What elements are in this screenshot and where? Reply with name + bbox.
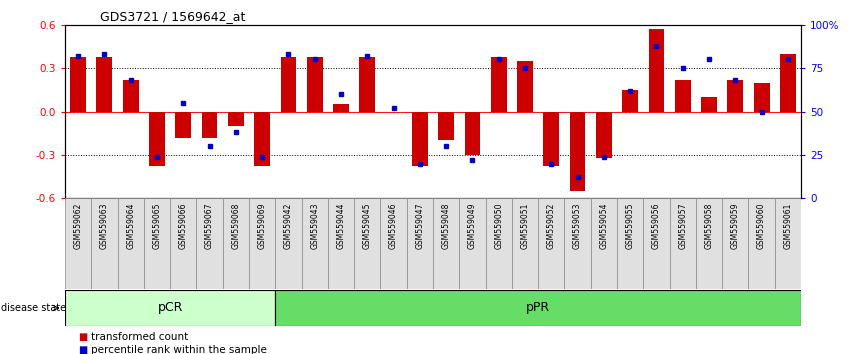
Text: GSM559054: GSM559054: [599, 203, 609, 249]
Bar: [459, 198, 486, 289]
Bar: [517, 61, 533, 112]
Text: GSM559043: GSM559043: [310, 203, 320, 249]
Text: GSM559046: GSM559046: [389, 203, 398, 249]
Text: GSM559045: GSM559045: [363, 203, 372, 249]
Bar: [223, 198, 249, 289]
Bar: [175, 112, 191, 137]
Bar: [775, 198, 801, 289]
Bar: [301, 198, 328, 289]
Text: GSM559051: GSM559051: [520, 203, 529, 249]
Bar: [333, 104, 349, 112]
Text: GSM559063: GSM559063: [100, 203, 109, 249]
Bar: [96, 57, 113, 112]
Bar: [491, 57, 507, 112]
Bar: [65, 198, 91, 289]
Text: GSM559059: GSM559059: [731, 203, 740, 249]
Text: transformed count: transformed count: [91, 332, 188, 342]
Bar: [275, 290, 801, 326]
Text: percentile rank within the sample: percentile rank within the sample: [91, 345, 267, 354]
Bar: [512, 198, 538, 289]
Bar: [228, 112, 243, 126]
Bar: [249, 198, 275, 289]
Text: ■: ■: [78, 332, 87, 342]
Text: GSM559055: GSM559055: [625, 203, 635, 249]
Text: pCR: pCR: [158, 302, 183, 314]
Bar: [464, 112, 481, 155]
Bar: [197, 198, 223, 289]
Bar: [275, 198, 301, 289]
Bar: [118, 198, 144, 289]
Bar: [307, 57, 322, 112]
Bar: [486, 198, 512, 289]
Bar: [202, 112, 217, 137]
Bar: [722, 198, 748, 289]
Bar: [328, 198, 354, 289]
Bar: [570, 112, 585, 191]
Bar: [780, 54, 796, 112]
Bar: [544, 112, 559, 166]
Text: GSM559062: GSM559062: [74, 203, 82, 249]
Text: GSM559050: GSM559050: [494, 203, 503, 249]
Bar: [727, 80, 743, 112]
Text: GSM559052: GSM559052: [546, 203, 556, 249]
Text: GSM559058: GSM559058: [705, 203, 714, 249]
Bar: [433, 198, 459, 289]
Bar: [438, 112, 454, 141]
Bar: [70, 57, 86, 112]
Bar: [65, 290, 275, 326]
Text: GSM559056: GSM559056: [652, 203, 661, 249]
Bar: [565, 198, 591, 289]
Bar: [359, 57, 375, 112]
Text: GSM559042: GSM559042: [284, 203, 293, 249]
Text: pPR: pPR: [526, 302, 550, 314]
Text: GSM559060: GSM559060: [757, 203, 766, 249]
Bar: [669, 198, 696, 289]
Text: GSM559047: GSM559047: [416, 203, 424, 249]
Bar: [281, 57, 296, 112]
Bar: [591, 198, 617, 289]
Bar: [123, 80, 139, 112]
Text: ■: ■: [78, 345, 87, 354]
Text: GSM559068: GSM559068: [231, 203, 241, 249]
Text: GSM559057: GSM559057: [678, 203, 688, 249]
Bar: [538, 198, 565, 289]
Text: GSM559064: GSM559064: [126, 203, 135, 249]
Text: GSM559044: GSM559044: [337, 203, 346, 249]
Text: GSM559061: GSM559061: [784, 203, 792, 249]
Bar: [643, 198, 669, 289]
Bar: [412, 112, 428, 166]
Text: GSM559066: GSM559066: [178, 203, 188, 249]
Bar: [354, 198, 380, 289]
Text: GSM559053: GSM559053: [573, 203, 582, 249]
Bar: [255, 112, 270, 166]
Text: disease state: disease state: [1, 303, 66, 313]
Bar: [617, 198, 643, 289]
Bar: [380, 198, 407, 289]
Bar: [701, 97, 717, 112]
Bar: [675, 80, 691, 112]
Bar: [170, 198, 197, 289]
Bar: [144, 198, 170, 289]
Bar: [407, 198, 433, 289]
Bar: [696, 198, 722, 289]
Text: GSM559069: GSM559069: [257, 203, 267, 249]
Text: GSM559049: GSM559049: [468, 203, 477, 249]
Bar: [149, 112, 165, 166]
Text: GDS3721 / 1569642_at: GDS3721 / 1569642_at: [100, 10, 245, 23]
Bar: [596, 112, 611, 158]
Text: GSM559065: GSM559065: [152, 203, 161, 249]
Text: GSM559067: GSM559067: [205, 203, 214, 249]
Bar: [91, 198, 118, 289]
Text: GSM559048: GSM559048: [442, 203, 450, 249]
Bar: [748, 198, 775, 289]
Bar: [649, 29, 664, 112]
Bar: [623, 90, 638, 112]
Bar: [753, 82, 770, 112]
